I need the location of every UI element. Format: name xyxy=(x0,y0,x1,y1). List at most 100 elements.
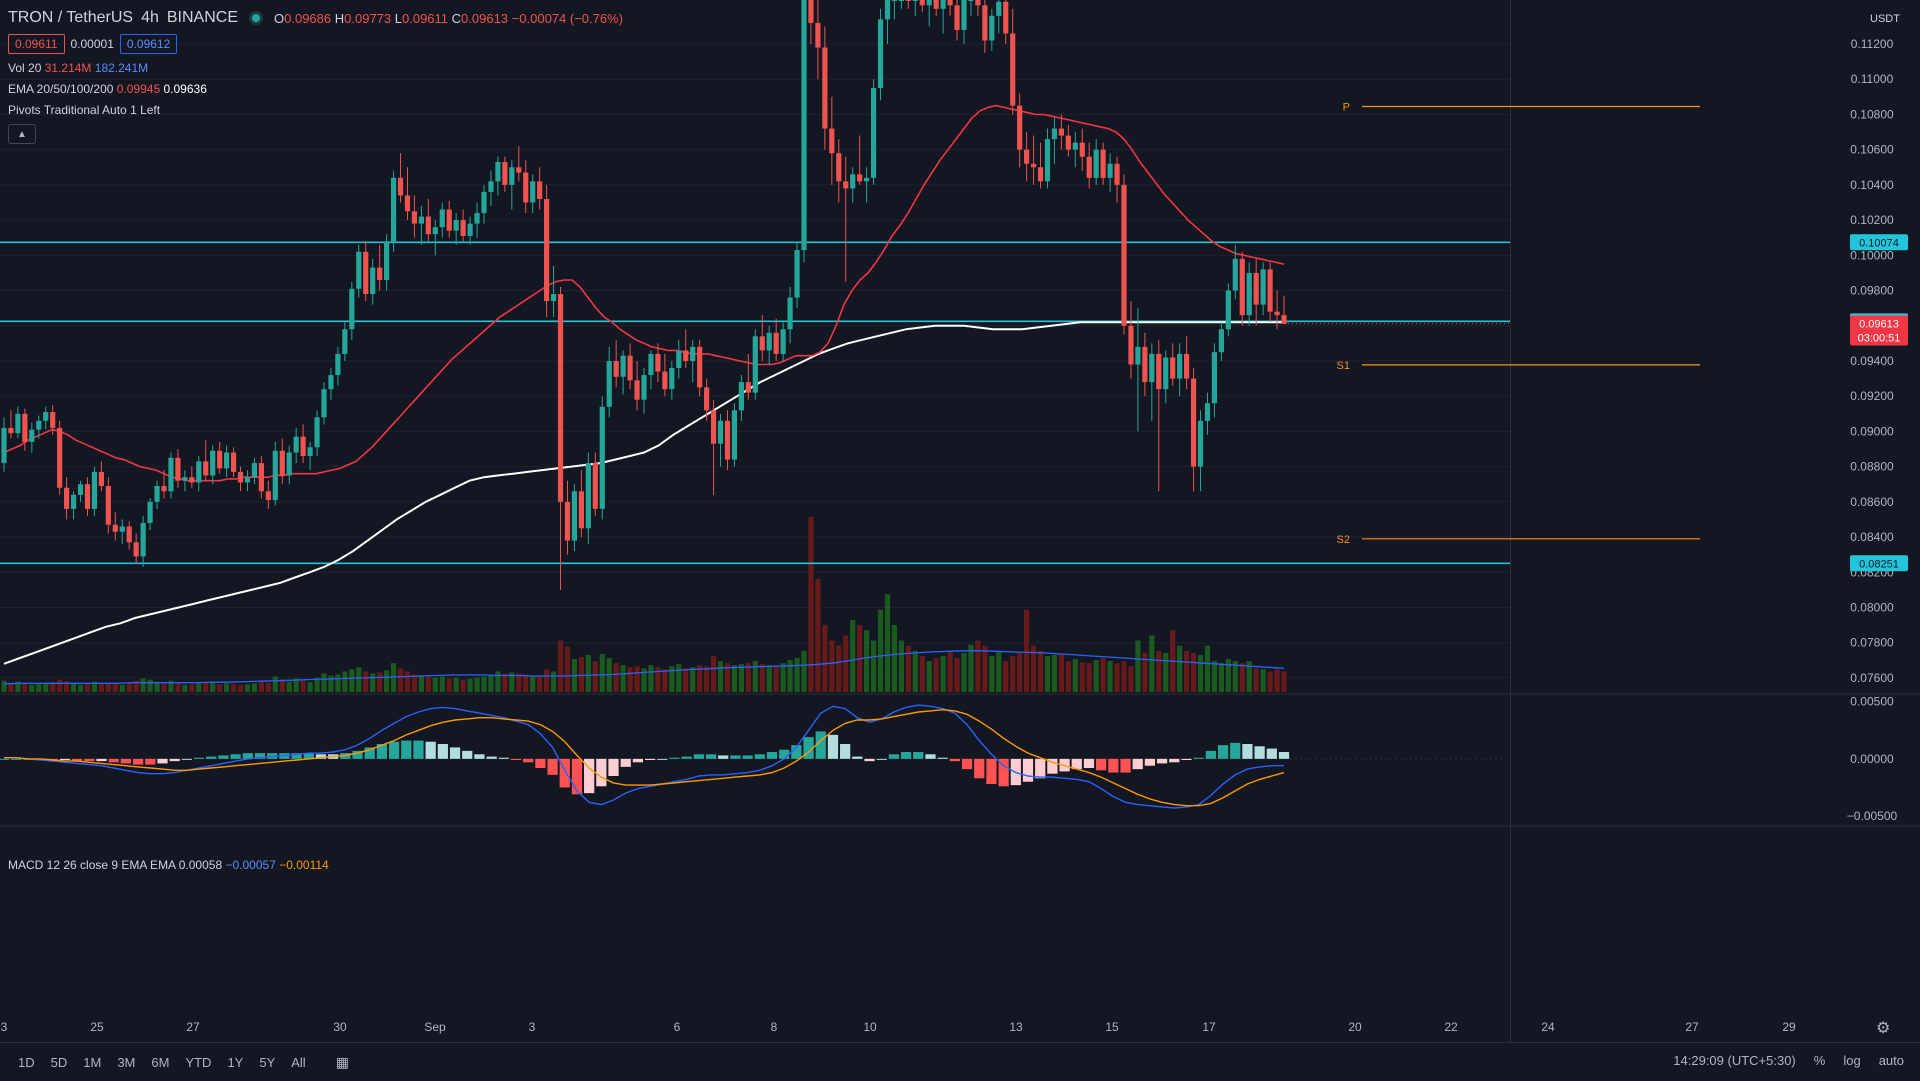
candle-body xyxy=(557,294,564,502)
percent-scale-toggle[interactable]: % xyxy=(1813,1053,1826,1068)
symbol-title[interactable]: TRON / TetherUS xyxy=(8,9,134,26)
macd-histogram-bar xyxy=(0,758,10,760)
level-tag-label: 0.08251 xyxy=(1859,558,1899,570)
candle xyxy=(418,206,424,245)
candle-body xyxy=(1,427,7,464)
candle xyxy=(1051,117,1058,164)
volume-bar xyxy=(446,678,452,692)
candle-body xyxy=(843,181,849,189)
candle xyxy=(147,498,153,531)
macd-histogram-bar xyxy=(547,758,558,775)
pivot-label-s1: S1 xyxy=(1337,360,1350,372)
price-tick-label: 0.07600 xyxy=(1850,671,1894,685)
candle-body xyxy=(704,387,710,411)
timeframe-1d[interactable]: 1D xyxy=(18,1054,35,1070)
volume-bar xyxy=(537,675,543,692)
candle-body xyxy=(1170,357,1176,379)
macd-histogram-bar xyxy=(486,756,497,759)
timeframe-all[interactable]: All xyxy=(291,1054,306,1070)
log-scale-toggle[interactable]: log xyxy=(1843,1053,1861,1068)
volume-bar xyxy=(418,675,424,692)
candle-body xyxy=(377,267,383,280)
calendar-icon[interactable]: ▦ xyxy=(335,1053,349,1070)
candle xyxy=(1218,322,1224,361)
pivots-indicator-legend[interactable]: Pivots Traditional Auto 1 Left xyxy=(8,103,161,117)
candle xyxy=(356,244,362,298)
candle-body xyxy=(836,153,842,182)
macd-histogram-bar xyxy=(315,754,327,759)
candle-body xyxy=(1093,149,1099,178)
timeframe-1m[interactable]: 1M xyxy=(83,1054,102,1070)
clock-label[interactable]: 14:29:09 (UTC+5:30) xyxy=(1673,1053,1796,1068)
candle xyxy=(15,406,21,439)
volume-indicator-legend[interactable]: Vol 20 31.214M 182.241M xyxy=(8,61,149,75)
auto-scale-toggle[interactable]: auto xyxy=(1878,1053,1904,1068)
candle-body xyxy=(1232,258,1238,291)
sell-price-button[interactable]: 0.09611 xyxy=(8,34,65,54)
candle-body xyxy=(384,241,390,280)
candle-body xyxy=(530,181,536,203)
bottom-toolbar: 1D 5D 1M 3M 6M YTD 1Y 5Y All ▦ 14:29:09 … xyxy=(0,1042,1920,1081)
ema-indicator-legend[interactable]: EMA 20/50/100/200 0.09945 0.09636 xyxy=(8,82,207,96)
volume-bar xyxy=(1037,650,1044,692)
candle xyxy=(1177,343,1183,397)
volume-bar xyxy=(488,674,494,692)
timeframe-6m[interactable]: 6M xyxy=(151,1054,170,1070)
macd-histogram-bar xyxy=(913,752,924,759)
macd-histogram-bar xyxy=(815,731,826,759)
time-tick-label: 25 xyxy=(90,1020,104,1034)
ema-lines xyxy=(3,104,1285,665)
volume-bar xyxy=(731,665,738,692)
candle xyxy=(328,368,334,400)
buy-price-button[interactable]: 0.09612 xyxy=(119,34,178,54)
candle xyxy=(683,329,689,369)
candle xyxy=(919,0,925,13)
volume-bar xyxy=(1260,669,1266,692)
candle-body xyxy=(912,0,918,1)
macd-histogram-bar xyxy=(754,754,765,759)
time-axis: 3 25 27 30 Sep 3 6 8 10 13 15 17 20 22 24 27 29 xyxy=(1,1020,1796,1034)
timeframe-5y[interactable]: 5Y xyxy=(259,1054,276,1070)
level-tag-label: 0.10074 xyxy=(1859,237,1899,249)
volume-bar xyxy=(203,682,209,692)
macd-histogram-bar xyxy=(584,758,595,794)
time-tick-label: 30 xyxy=(333,1020,347,1034)
candle-body xyxy=(759,336,765,351)
candle xyxy=(22,408,28,451)
candle-body xyxy=(1260,269,1266,305)
volume-ma-line xyxy=(3,650,1285,685)
volume-bar xyxy=(1267,671,1273,692)
volume-bar xyxy=(314,677,320,692)
price-axis: USDT 0.11200 0.11000 0.10800 0.10600 0.10400 0… xyxy=(1288,13,1908,823)
candle-body xyxy=(516,167,522,173)
volume-bar xyxy=(710,655,717,692)
volume-bar xyxy=(690,667,696,692)
timeframe-5d[interactable]: 5D xyxy=(50,1054,68,1070)
candle-body xyxy=(898,0,904,1)
candle-body xyxy=(432,227,438,235)
volume-bar xyxy=(84,682,91,692)
candle-body xyxy=(147,501,153,523)
timeframe-1y[interactable]: 1Y xyxy=(227,1054,244,1070)
macd-histogram-bar xyxy=(388,741,400,759)
volume-bar xyxy=(926,661,932,692)
candle-body xyxy=(1114,163,1120,185)
collapse-legend-button[interactable]: ▲ xyxy=(8,124,36,144)
candle xyxy=(947,0,953,16)
candle-body xyxy=(1010,33,1016,106)
volume-bar xyxy=(147,679,153,692)
candle xyxy=(481,184,487,224)
interval-label[interactable]: 4h xyxy=(141,9,159,26)
timeframe-3m[interactable]: 3M xyxy=(117,1054,136,1070)
macd-histogram-bar xyxy=(145,758,156,765)
volume-bar xyxy=(50,682,56,692)
macd-legend[interactable]: MACD 12 26 close 9 EMA EMA 0.00058 −0.00… xyxy=(8,858,329,872)
timeframe-ytd[interactable]: YTD xyxy=(185,1054,212,1070)
volume-bar xyxy=(1218,663,1224,692)
macd-histogram-bar xyxy=(218,755,229,759)
gear-icon[interactable]: ⚙ xyxy=(1876,1020,1891,1037)
candle-body xyxy=(697,346,703,388)
candle xyxy=(975,0,981,16)
candle xyxy=(77,480,84,502)
